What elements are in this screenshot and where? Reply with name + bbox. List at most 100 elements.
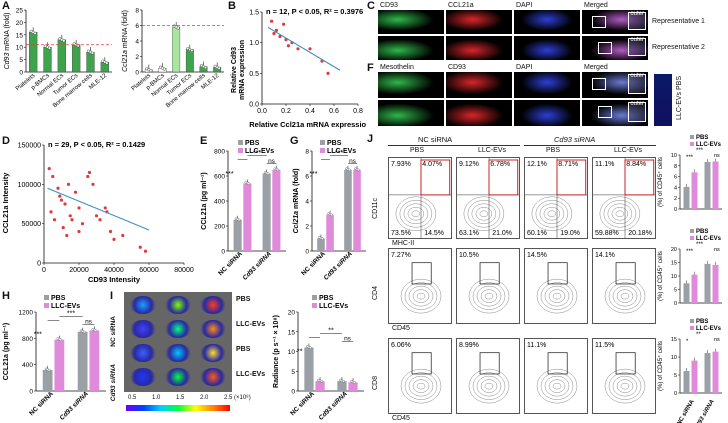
y-axis-title: CCL21a (pg ml⁻¹) — [3, 323, 10, 380]
y-tick-label: 0 — [37, 261, 41, 268]
contour-plot: 8.99% — [459, 342, 510, 404]
flow-y-label: CD4 — [372, 286, 379, 301]
col-group-label: Cd93 siRNA — [554, 135, 596, 144]
quadrant-value: 7.93% — [391, 161, 411, 168]
data-point — [47, 368, 51, 372]
image-header: DAPI — [516, 2, 533, 9]
y-tick-label: 1.0 — [249, 40, 259, 47]
gate-box — [420, 159, 451, 196]
y-tick-label: 10 — [671, 355, 677, 361]
contour-ring — [612, 375, 638, 397]
contour-ring — [599, 196, 641, 232]
contour-ring — [480, 379, 498, 393]
contour-ring — [536, 368, 578, 404]
row-label: Representative 2 — [652, 44, 705, 51]
y-tick-label: 4 — [674, 185, 677, 191]
data-point — [217, 66, 221, 70]
y-tick-label: 0 — [674, 301, 677, 307]
y-tick-label: 600 — [214, 174, 225, 181]
data-point — [49, 210, 53, 214]
data-point — [237, 218, 241, 222]
data-point — [63, 202, 67, 206]
data-point — [143, 249, 148, 253]
flow-x-label: MHC-II — [392, 240, 415, 247]
x-tick-label: 80000 — [174, 267, 194, 274]
gate-box — [479, 262, 500, 285]
data-point — [286, 44, 290, 48]
legend-swatch — [690, 236, 694, 240]
y-axis-title: (%) of CD45⁺ cells — [657, 341, 664, 391]
image-header: Mesothelin — [380, 64, 414, 71]
x-tick-label: Cd93 siRNA — [693, 399, 715, 423]
micrograph-image — [514, 10, 580, 34]
bar — [272, 169, 281, 251]
gate-box — [411, 352, 432, 375]
bar — [77, 331, 88, 391]
image-header: Merged — [584, 2, 608, 9]
sig-label: ns — [349, 158, 357, 165]
legend-label: LLC-EVs — [245, 148, 274, 155]
contour-ring — [547, 210, 557, 218]
mouse-signal — [200, 344, 226, 362]
legend-label: PBS — [51, 295, 66, 302]
y-tick-label: 2 — [305, 224, 309, 231]
flow-plot: 11.1% — [524, 338, 588, 414]
y-tick-label: 10 — [16, 45, 24, 52]
panel-label-b: B — [228, 0, 236, 12]
y-tick-label: 0 — [29, 389, 33, 396]
quadrant-value: 8.84% — [626, 161, 646, 168]
gate-box — [556, 159, 587, 196]
data-point — [103, 206, 107, 210]
contour-ring — [552, 292, 562, 300]
y-axis-title: Ccl21a mRNA (fold) — [122, 10, 129, 72]
data-point — [203, 66, 207, 70]
contour-ring — [620, 382, 630, 390]
col-sub-label: PBS — [410, 147, 425, 154]
contour-ring — [531, 196, 573, 232]
x-tick-label: 20000 — [69, 267, 89, 274]
y-axis-title-2: mRNA expression — [239, 40, 246, 100]
panel-c: CD93 CCL21a DAPI Merged outer Representative… — [378, 0, 728, 62]
contour-ring — [407, 207, 425, 221]
group-label: Cd93 siRNA — [110, 364, 117, 402]
data-point — [105, 61, 109, 65]
x-tick-label: 0.6 — [329, 108, 339, 115]
data-point — [51, 174, 55, 179]
flow-plot: 6.06% — [388, 338, 452, 414]
data-point — [47, 167, 51, 171]
micrograph-image: outer — [582, 10, 648, 34]
mouse-signal — [130, 344, 156, 362]
y-tick-label: 5 — [291, 369, 295, 376]
y-tick-label: 0 — [291, 389, 295, 396]
color-scale-bar — [126, 405, 230, 411]
legend-label: LLC-EVs — [327, 148, 356, 155]
y-tick-label: 15 — [288, 329, 296, 336]
micrograph-image — [514, 100, 580, 126]
sig-label: *** — [225, 171, 233, 178]
zoom-box — [598, 106, 612, 118]
bar — [691, 274, 698, 303]
bar — [353, 169, 361, 251]
contour-plot: 11.5% — [595, 342, 646, 404]
data-point — [190, 49, 194, 53]
y-tick-label: 0 — [221, 249, 225, 256]
image-header: CD93 — [380, 2, 398, 9]
data-point — [326, 71, 330, 75]
sig-label: *** — [686, 249, 694, 255]
data-point — [48, 46, 52, 50]
contour-ring — [416, 292, 426, 300]
group-divider — [388, 145, 520, 146]
zoom-box — [598, 42, 612, 54]
mouse-signal — [130, 320, 156, 338]
contour-ring — [615, 210, 625, 218]
y-tick-label: 100000 — [18, 182, 41, 189]
data-point — [272, 31, 276, 36]
legend-swatch — [690, 326, 694, 330]
data-point — [296, 47, 300, 51]
contour-ring — [604, 368, 646, 404]
y-axis-title: Radiance (p s⁻¹ × 10⁸) — [273, 315, 280, 388]
y-tick-label: 1.5 — [249, 10, 259, 17]
legend-swatch — [690, 135, 694, 139]
